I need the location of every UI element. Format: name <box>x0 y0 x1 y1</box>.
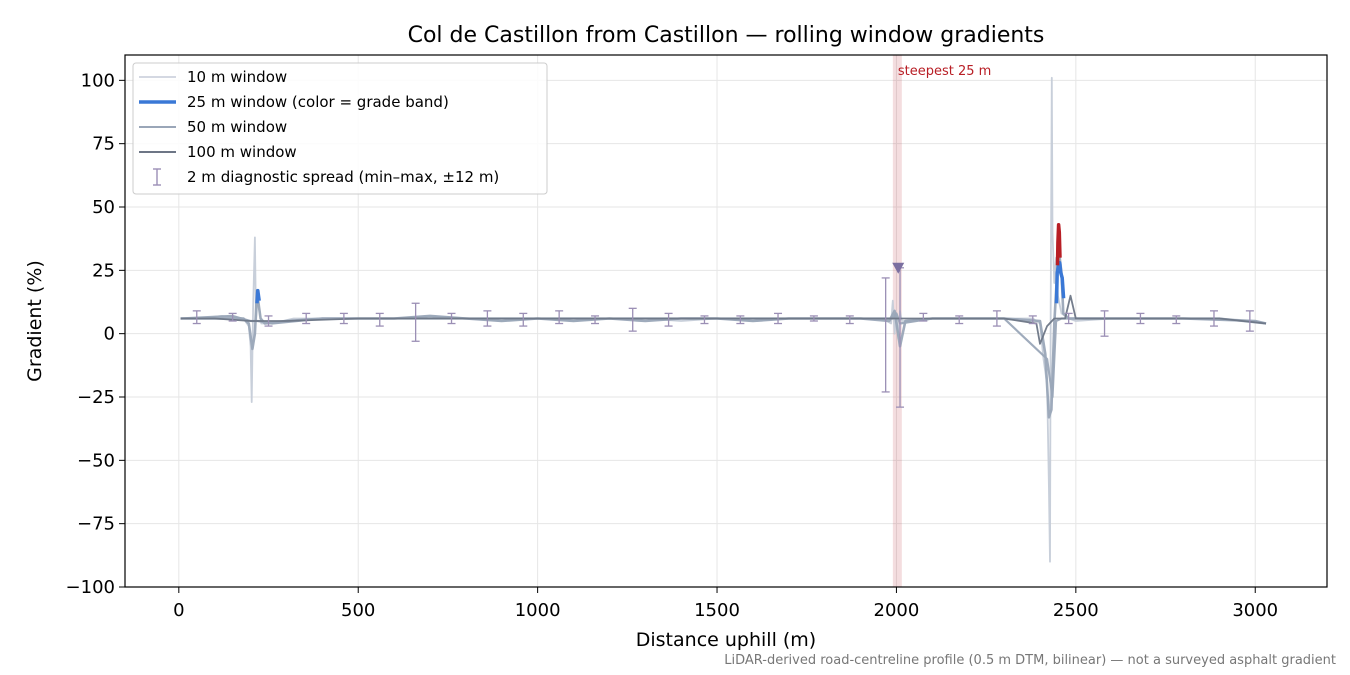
legend: 10 m window 25 m window (color = grade ba… <box>132 62 548 195</box>
chart-title: Col de Castillon from Castillon — rollin… <box>408 23 1045 48</box>
y-tick-label: −100 <box>66 577 115 598</box>
x-axis-ticks: 0 500 1000 1500 2000 2500 3000 <box>173 587 1278 621</box>
y-tick-label: −75 <box>77 514 115 535</box>
steepest-marker <box>892 262 905 274</box>
legend-label: 100 m window <box>187 143 297 161</box>
grade-band-segment <box>255 288 261 304</box>
y-axis-label: Gradient (%) <box>24 260 46 382</box>
grade-band-segment <box>1054 260 1066 304</box>
diagnostic-spread-bars <box>192 267 1254 408</box>
series-line <box>180 312 1267 399</box>
y-tick-label: 0 <box>104 324 115 345</box>
series-line <box>180 294 1267 345</box>
steepest-marker-triangle <box>892 262 905 274</box>
legend-label: 50 m window <box>187 118 287 136</box>
y-tick-label: 50 <box>92 197 115 218</box>
steepest-label: steepest 25 m <box>898 64 991 79</box>
x-tick-label: 2000 <box>874 600 920 621</box>
x-axis-label: Distance uphill (m) <box>636 629 816 651</box>
footnote: LiDAR-derived road-centreline profile (0… <box>724 653 1336 668</box>
legend-box <box>132 62 548 195</box>
y-tick-label: 100 <box>81 70 115 91</box>
x-tick-label: 1000 <box>515 600 561 621</box>
legend-label: 2 m diagnostic spread (min–max, ±12 m) <box>187 168 499 186</box>
x-tick-label: 500 <box>341 600 375 621</box>
grade-band-highlights <box>255 222 1066 304</box>
legend-label: 10 m window <box>187 68 287 86</box>
y-tick-label: 75 <box>92 134 115 155</box>
grade-band-segment <box>1055 222 1062 266</box>
plot-frame <box>124 54 1328 588</box>
legend-label: 25 m window (color = grade band) <box>187 93 449 111</box>
x-tick-label: 1500 <box>694 600 740 621</box>
y-tick-label: −50 <box>77 450 115 471</box>
x-tick-label: 2500 <box>1053 600 1099 621</box>
y-tick-label: 25 <box>92 260 115 281</box>
x-tick-label: 3000 <box>1232 600 1278 621</box>
x-tick-label: 0 <box>173 600 184 621</box>
y-tick-label: −25 <box>77 387 115 408</box>
y-axis-ticks: 100 75 50 25 0 −25 −50 −75 −100 <box>66 70 125 598</box>
